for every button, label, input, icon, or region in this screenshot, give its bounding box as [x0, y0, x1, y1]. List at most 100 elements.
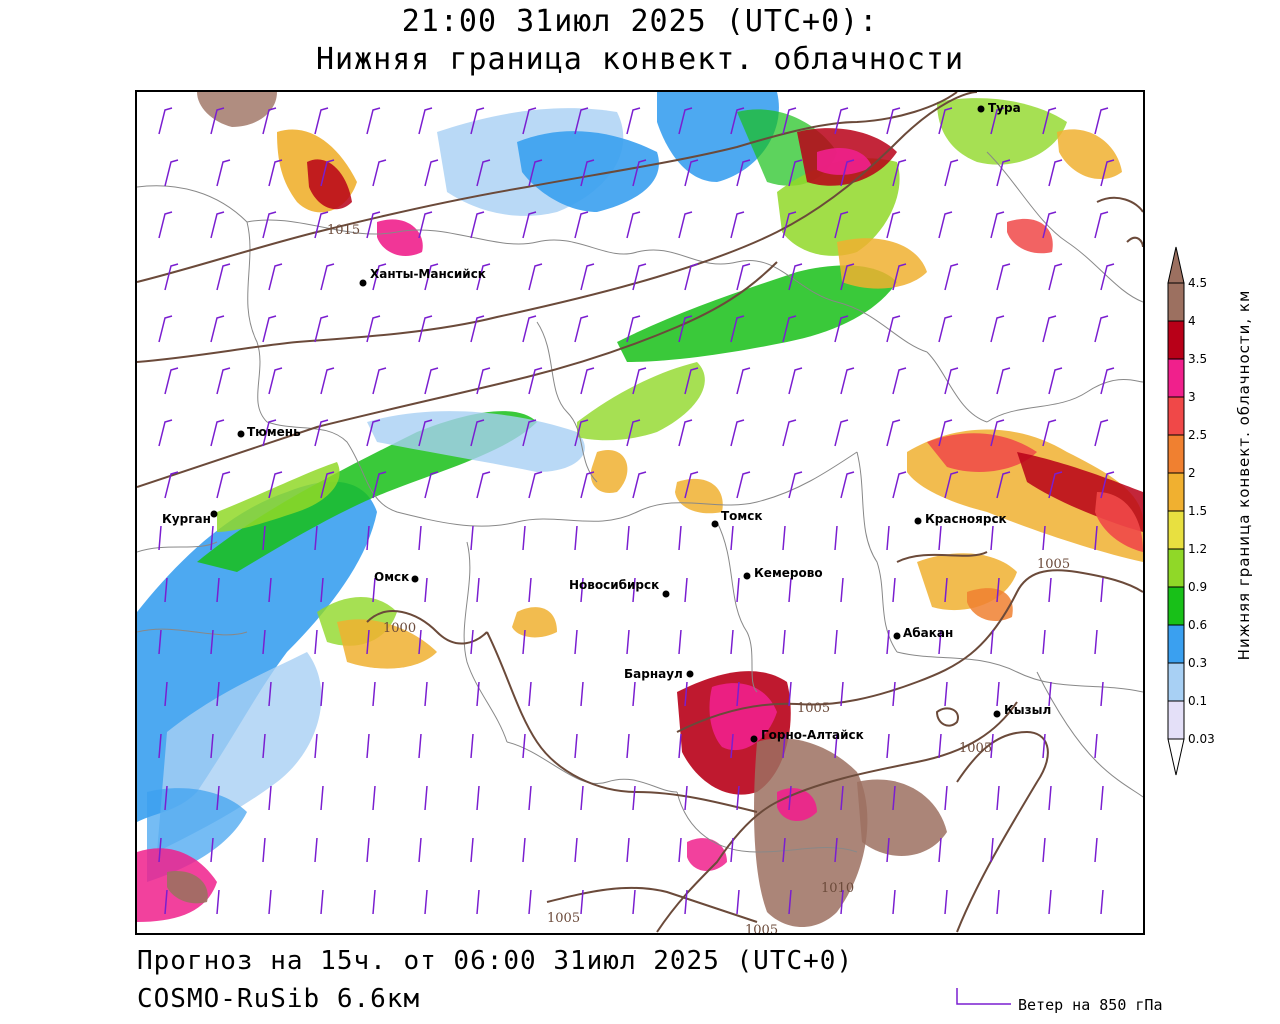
wind-barb — [1100, 263, 1115, 291]
wind-barb — [424, 367, 439, 395]
wind-barb — [840, 785, 844, 811]
wind-barb — [210, 315, 225, 343]
colorbar-title-text: Нижняя граница конвект. облачности, км — [1235, 289, 1253, 661]
wind-barb — [580, 889, 584, 915]
wind-barb — [730, 419, 745, 447]
wind-barb — [736, 785, 740, 811]
wind-barb — [1042, 211, 1057, 239]
wind-barb — [470, 107, 485, 135]
colorbar-bottom-arrow — [1167, 738, 1185, 776]
wind-barb — [366, 419, 381, 447]
isobar-label: 1000 — [383, 621, 416, 636]
wind-barb — [320, 681, 324, 707]
wind-barb — [1094, 107, 1109, 135]
city-label-barnaul: Барнаул — [624, 667, 683, 681]
wind-barb — [736, 263, 751, 291]
wind-barb — [944, 889, 948, 915]
wind-barb — [944, 577, 948, 603]
wind-barb — [476, 159, 491, 187]
wind-barb — [834, 315, 849, 343]
colorbar-swatch — [1167, 396, 1185, 436]
wind-barb — [632, 785, 636, 811]
city-dot — [210, 510, 218, 518]
city-dot — [359, 279, 367, 287]
wind-barb — [470, 837, 474, 863]
colorbar-swatch — [1167, 700, 1185, 740]
wind-barb — [632, 263, 647, 291]
wind-barb — [736, 159, 751, 187]
wind-barb — [418, 733, 422, 759]
wind-barb — [320, 471, 335, 499]
wind-barb — [158, 107, 173, 135]
wind-barb — [788, 681, 792, 707]
wind-barb — [1100, 367, 1115, 395]
wind-barb — [990, 525, 994, 551]
wind-barb — [210, 629, 214, 655]
wind-barb — [996, 681, 1000, 707]
wind-barb — [522, 315, 537, 343]
wind-barb — [314, 419, 329, 447]
wind-barb — [262, 315, 277, 343]
wind-barb — [626, 837, 630, 863]
colorbar-swatch — [1167, 434, 1185, 474]
colorbar-tick-label: 0.1 — [1188, 694, 1207, 708]
colorbar-tick-label: 4.5 — [1188, 276, 1207, 290]
wind-barbs — [158, 107, 1115, 915]
colorbar-swatch — [1167, 282, 1185, 322]
wind-barb — [216, 577, 220, 603]
city-label-kemerovo: Кемерово — [754, 566, 823, 580]
wind-barb — [678, 525, 682, 551]
city-dot — [711, 520, 719, 528]
wind-barb — [424, 471, 439, 499]
wind-barb — [216, 367, 231, 395]
wind-barb — [210, 419, 225, 447]
wind-barb — [892, 159, 907, 187]
wind-barb — [782, 629, 786, 655]
wind-barb — [788, 159, 803, 187]
isobar-labels: 1015 1000 1005 1005 1005 1005 1005 1010 — [327, 223, 1070, 933]
city-dot — [411, 575, 419, 583]
wind-barb — [164, 263, 179, 291]
wind-legend: Ветер на 850 гПа — [955, 986, 1205, 1016]
wind-barb — [944, 263, 959, 291]
wind-barb — [158, 837, 162, 863]
region-borders — [137, 151, 1143, 853]
wind-barb — [990, 419, 1005, 447]
wind-barb — [1094, 629, 1098, 655]
wind-barb — [418, 419, 433, 447]
wind-barb — [944, 471, 959, 499]
wind-barb — [1094, 837, 1098, 863]
colorbar-tick-label: 3 — [1188, 390, 1196, 404]
wind-barb — [366, 837, 370, 863]
wind-barb — [938, 107, 953, 135]
isobar-label: 1005 — [745, 923, 778, 933]
wind-legend-text: Ветер на 850 гПа — [1018, 996, 1163, 1014]
wind-barb — [834, 629, 838, 655]
wind-barb — [424, 681, 428, 707]
wind-barb — [678, 733, 682, 759]
wind-barb — [164, 889, 168, 915]
wind-barb — [678, 211, 693, 239]
wind-barb — [470, 419, 485, 447]
wind-barb — [470, 315, 485, 343]
wind-barb — [528, 785, 532, 811]
wind-barb — [522, 733, 526, 759]
wind-barb — [990, 107, 1005, 135]
wind-barb — [730, 315, 745, 343]
wind-barb — [840, 471, 855, 499]
colorbar-tick-label: 0.9 — [1188, 580, 1207, 594]
wind-barb — [366, 107, 381, 135]
wind-barb — [626, 525, 630, 551]
wind-barb — [736, 367, 751, 395]
wind-barb — [730, 837, 734, 863]
wind-barb — [1094, 315, 1109, 343]
wind-barb — [528, 159, 543, 187]
city-label-kurgan: Курган — [162, 512, 211, 526]
wind-barb — [164, 367, 179, 395]
wind-barb — [574, 211, 589, 239]
wind-barb — [262, 107, 277, 135]
wind-barb — [164, 681, 168, 707]
wind-barb — [990, 629, 994, 655]
wind-barb — [372, 159, 387, 187]
wind-barb — [1042, 107, 1057, 135]
